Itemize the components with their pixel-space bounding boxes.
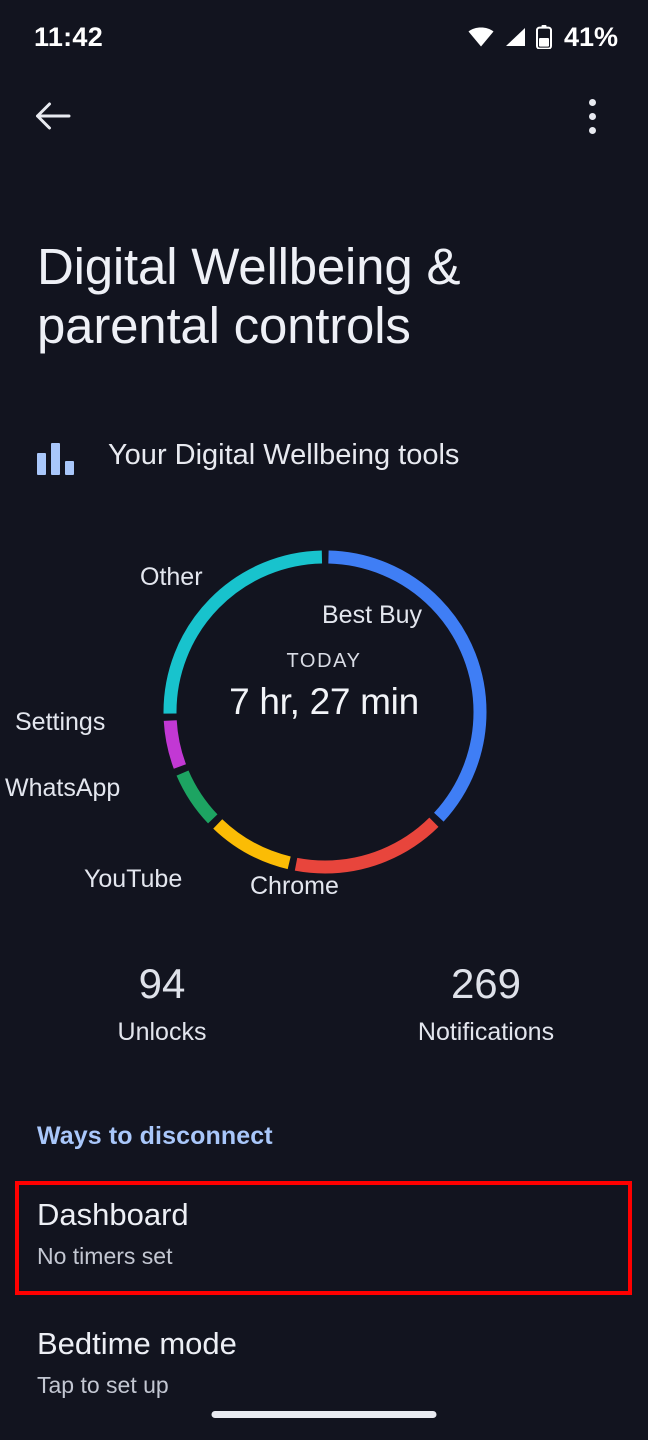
donut-label-youtube: YouTube [84,865,183,893]
battery-icon [535,25,552,49]
wellbeing-tools-label: Your Digital Wellbeing tools [108,438,460,471]
list-item-bedtime-subtitle: Tap to set up [37,1372,169,1399]
stat-notifications[interactable]: 269 Notifications [324,960,648,1047]
section-header-ways-to-disconnect: Ways to disconnect [37,1122,273,1150]
usage-stats-row: 94 Unlocks 269 Notifications [0,960,648,1047]
list-item-bedtime-title: Bedtime mode [37,1326,237,1361]
wifi-icon [468,27,494,47]
donut-label-chrome: Chrome [250,872,339,900]
usage-donut-chart[interactable]: TODAY 7 hr, 27 min Other Best Buy Settin… [0,520,648,940]
wellbeing-tools-row[interactable]: Your Digital Wellbeing tools [37,435,459,475]
status-icon-group: 41% [468,22,618,53]
back-arrow-icon[interactable] [26,89,80,143]
cell-signal-icon [503,27,527,47]
donut-segment-other[interactable] [163,550,487,874]
status-bar: 11:42 41% [0,0,648,74]
overflow-menu-icon[interactable] [570,89,614,143]
stat-notifications-label: Notifications [417,1018,555,1047]
stat-notifications-value: 269 [450,960,522,1007]
donut-segment-chrome[interactable] [163,550,487,874]
battery-percent-label: 41% [563,21,618,52]
list-item-dashboard-subtitle: No timers set [37,1243,173,1270]
list-item-dashboard-title: Dashboard [37,1197,189,1232]
donut-label-other: Other [140,563,203,591]
action-bar [0,78,648,154]
donut-label-settings: Settings [15,708,106,736]
list-item-bedtime-mode[interactable]: Bedtime mode Tap to set up [0,1325,648,1399]
list-item-dashboard[interactable]: Dashboard No timers set [0,1196,648,1270]
donut-label-best-buy: Best Buy [322,601,423,629]
donut-label-whatsapp: WhatsApp [5,774,121,802]
page-title: Digital Wellbeing & parental controls [37,238,461,354]
bar-chart-icon [37,435,81,475]
donut-segment-best-buy[interactable] [163,550,487,874]
stat-unlocks-label: Unlocks [117,1018,207,1047]
stat-unlocks[interactable]: 94 Unlocks [0,960,324,1047]
donut-svg [163,550,487,874]
stat-unlocks-value: 94 [138,960,186,1007]
gesture-navigation-bar[interactable] [211,1411,437,1418]
status-time: 11:42 [34,21,104,52]
